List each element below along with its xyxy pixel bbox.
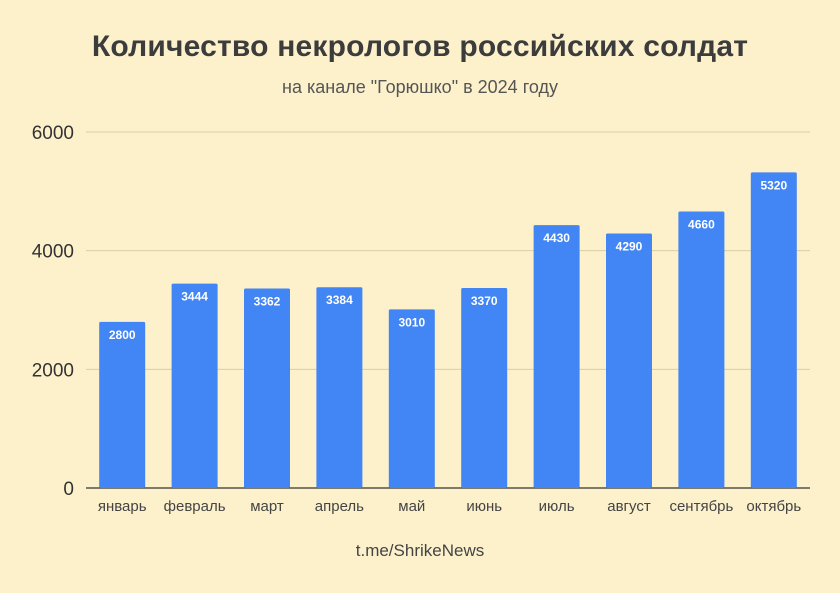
bar — [678, 211, 725, 489]
bar — [99, 321, 146, 488]
x-category-label: май — [398, 498, 425, 515]
bar — [244, 288, 290, 488]
x-category-label: июнь — [466, 498, 502, 515]
bar-group: 3010 — [388, 309, 435, 488]
x-category-label: январь — [98, 498, 147, 515]
bar-group: 3444 — [171, 283, 218, 488]
y-tick-label: 4000 — [32, 242, 74, 263]
x-category-label: сентябрь — [669, 498, 733, 515]
bar-value-label: 3362 — [254, 295, 281, 309]
chart-title: Количество некрологов российских солдат — [91, 30, 749, 63]
bar — [461, 288, 508, 488]
bar-value-label: 5320 — [760, 178, 787, 192]
bar-value-label: 4660 — [688, 218, 715, 232]
x-category-label: март — [250, 498, 284, 515]
bar-group: 5320 — [750, 172, 797, 488]
x-axis-category-labels: январь февраль март апрель май июнь июль август… — [98, 498, 802, 515]
source-link[interactable]: t.me/ShrikeNews — [355, 541, 485, 560]
bar-value-label: 2800 — [109, 328, 136, 342]
y-tick-label: 2000 — [32, 360, 74, 381]
bar-group: 4660 — [678, 211, 725, 489]
bar-group: 3384 — [316, 287, 363, 488]
bar-group: 3370 — [461, 288, 508, 488]
x-category-label: июль — [539, 498, 575, 515]
bar — [316, 287, 363, 488]
bar-value-label: 4430 — [543, 231, 570, 245]
bars: 2800 3444 3362 3384 3010 3370 4430 4290 4660 5320 — [99, 172, 797, 489]
bar-value-label: 3384 — [326, 293, 353, 307]
bar-group: 2800 — [99, 321, 146, 488]
bar — [171, 283, 218, 488]
bar-group: 4290 — [606, 233, 652, 488]
y-tick-label: 6000 — [32, 123, 74, 144]
bar — [750, 172, 797, 488]
bar-value-label: 3010 — [398, 315, 425, 329]
bar-value-label: 3370 — [471, 294, 498, 308]
bar-group: 4430 — [533, 225, 580, 489]
bar-group: 3362 — [244, 288, 290, 488]
x-category-label: октябрь — [746, 498, 801, 515]
x-category-label: август — [607, 498, 651, 515]
x-category-label: апрель — [315, 498, 364, 515]
chart-subtitle: на канале "Горюшко" в 2024 году — [282, 77, 558, 97]
y-tick-label: 0 — [63, 479, 74, 500]
bar-value-label: 3444 — [181, 290, 208, 304]
bar — [533, 225, 580, 489]
x-category-label: февраль — [164, 498, 226, 515]
y-axis-tick-labels: 0 2000 4000 6000 — [32, 123, 74, 500]
bar — [606, 233, 652, 488]
bar-value-label: 4290 — [616, 239, 643, 253]
bar — [388, 309, 435, 488]
